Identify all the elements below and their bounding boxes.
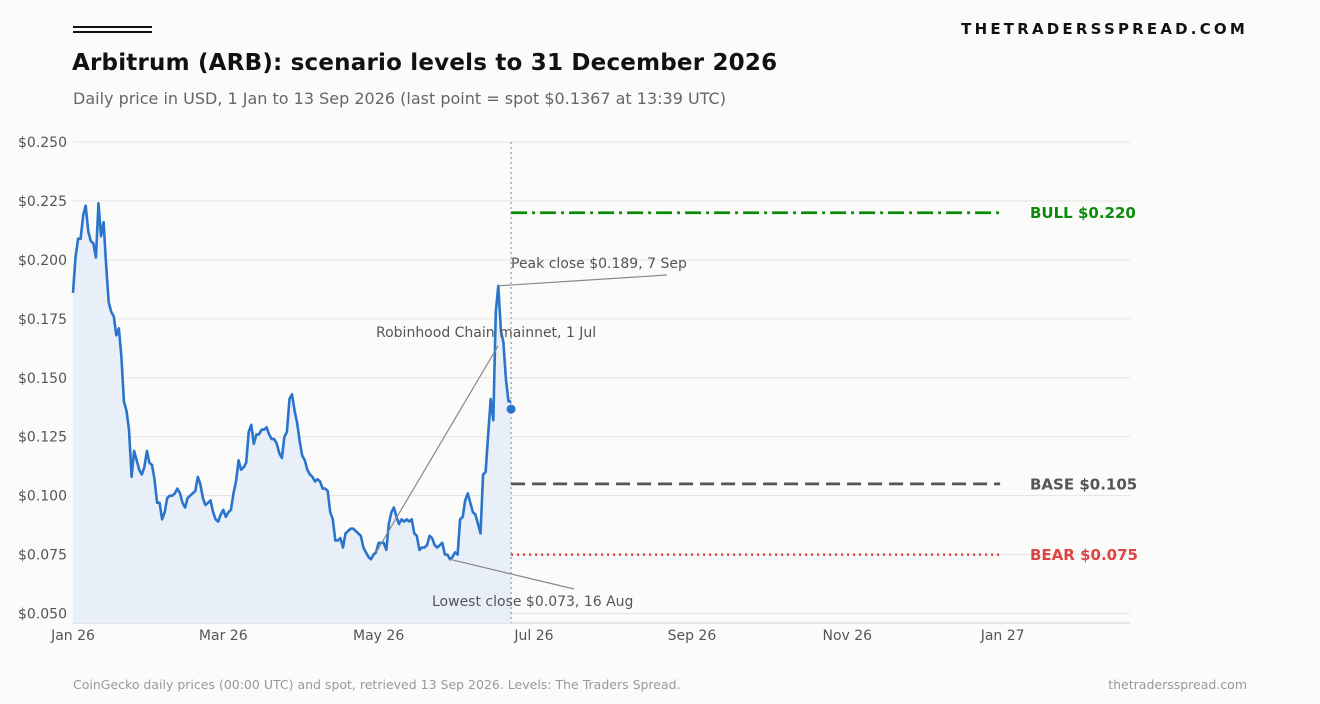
y-axis-ticks: $0.050 $0.075 $0.100 $0.125 $0.150 $0.175 $0.2… [18,135,67,623]
annotation-leader [375,345,499,553]
x-tick-label: Jan 27 [980,628,1025,644]
x-tick-label: Nov 26 [822,628,872,644]
annotations: Peak close $0.189, 7 Sep Robinhood Chain … [375,256,687,610]
bull-level-label: BULL $0.220 [1030,204,1136,222]
y-tick-label: $0.150 [18,371,67,387]
annotation-text: Peak close $0.189, 7 Sep [511,256,687,272]
base-level-label: BASE $0.105 [1030,475,1137,493]
x-axis-ticks: Jan 26 Mar 26 May 26 Jul 26 Sep 26 Nov 26 Jan … [50,628,1025,644]
chart-subtitle: Daily price in USD, 1 Jan to 13 Sep 2026… [73,89,726,108]
source-note: CoinGecko daily prices (00:00 UTC) and s… [73,677,681,692]
spot-point [506,404,516,414]
chart-title: Arbitrum (ARB): scenario levels to 31 De… [72,50,778,76]
price-line [71,202,512,561]
y-tick-label: $0.200 [18,253,67,269]
x-tick-label: Jan 26 [50,628,95,644]
price-area [73,203,512,624]
annotation-text: Robinhood Chain mainnet, 1 Jul [376,325,596,341]
y-tick-label: $0.175 [18,312,67,328]
scenario-levels: BULL $0.220 BASE $0.105 BEAR $0.075 [511,204,1138,564]
x-tick-label: May 26 [353,628,404,644]
footer-site-link[interactable]: thetradersspread.com [1108,677,1247,692]
x-tick-label: Sep 26 [668,628,717,644]
y-tick-label: $0.075 [18,548,67,564]
y-tick-label: $0.100 [18,489,67,505]
y-tick-label: $0.225 [18,194,67,210]
y-tick-label: $0.050 [18,607,67,623]
x-tick-label: Mar 26 [199,628,248,644]
y-tick-label: $0.125 [18,430,67,446]
annotation-text: Lowest close $0.073, 16 Aug [432,594,633,610]
x-tick-label: Jul 26 [513,628,553,644]
annotation-leader [449,558,575,590]
accent-rule [73,26,152,33]
bear-level-label: BEAR $0.075 [1030,546,1138,564]
brand-wordmark[interactable]: THETRADERSSPREAD.COM [961,20,1248,38]
annotation-leader [498,274,668,287]
y-tick-label: $0.250 [18,135,67,151]
